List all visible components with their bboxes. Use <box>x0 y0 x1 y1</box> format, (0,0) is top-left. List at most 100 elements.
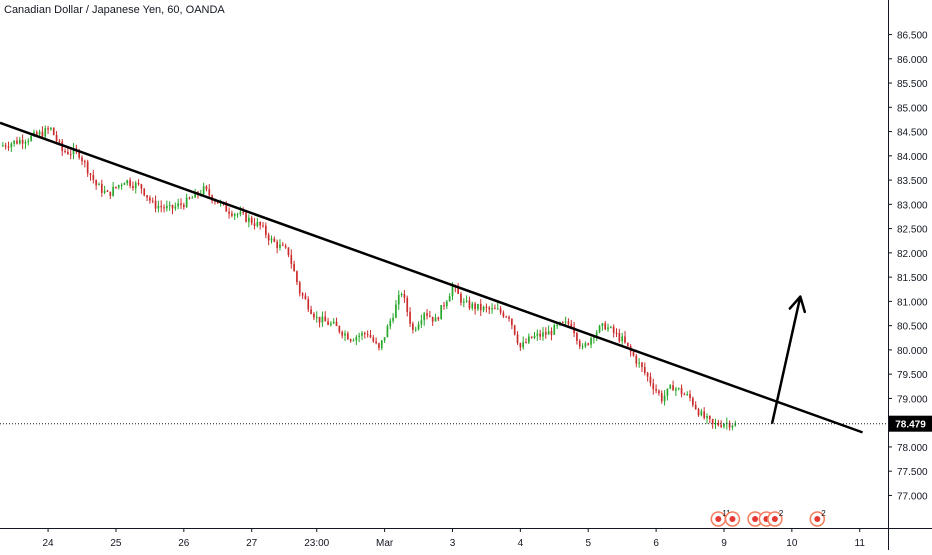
chart-title: Canadian Dollar / Japanese Yen, 60, OAND… <box>4 4 225 16</box>
candle-body <box>496 308 499 310</box>
economic-event-count: 11 <box>722 509 731 518</box>
candle-body <box>542 332 544 337</box>
candle-body <box>530 336 533 338</box>
candle-body <box>281 244 284 246</box>
candle-body <box>58 140 61 142</box>
candle-body <box>440 305 443 320</box>
candle-body <box>584 343 587 347</box>
candle-body <box>539 333 542 337</box>
candle-body <box>41 131 44 137</box>
candle-body <box>349 339 352 341</box>
candle-body <box>708 415 711 420</box>
candle-body <box>544 332 547 335</box>
candle-body <box>95 180 98 186</box>
candle-body <box>655 389 657 391</box>
candle-body <box>389 320 392 327</box>
candle-body <box>689 394 691 399</box>
candle-body <box>250 217 253 224</box>
candle-body <box>649 376 652 384</box>
candle-body <box>47 128 49 130</box>
candle-body <box>355 336 358 341</box>
candle-body <box>313 313 315 318</box>
candle-body <box>185 197 188 208</box>
candle-body <box>443 305 445 307</box>
candle-body <box>236 214 239 216</box>
economic-event-flag-icon <box>771 516 778 522</box>
x-tick-label: 25 <box>110 538 122 549</box>
y-tick-label: 85.500 <box>897 79 928 90</box>
candle-body <box>242 211 245 213</box>
candle-body <box>298 282 301 294</box>
candle-body <box>72 148 75 155</box>
candle-body <box>519 343 522 348</box>
candle-body <box>330 323 332 325</box>
candle-body <box>4 145 7 147</box>
candle-body <box>259 222 262 226</box>
candle-body <box>533 335 536 338</box>
candle-body <box>78 150 81 158</box>
candle-body <box>7 146 10 148</box>
x-tick-label: 4 <box>518 538 524 549</box>
candle-body <box>409 311 411 324</box>
candle-body <box>21 139 24 144</box>
candle-body <box>445 301 448 307</box>
candle-body <box>83 161 86 163</box>
candle-body <box>635 355 638 364</box>
candle-body <box>228 211 230 214</box>
candle-body <box>296 271 298 283</box>
candle-body <box>457 287 459 294</box>
y-tick-label: 85.000 <box>897 103 928 114</box>
candle-body <box>256 222 259 226</box>
candle-body <box>479 303 482 311</box>
candle-body <box>324 316 327 322</box>
candle-body <box>361 333 363 336</box>
candle-body <box>225 203 228 212</box>
candle-body <box>35 132 38 135</box>
x-tick-label: 5 <box>585 538 591 549</box>
candle-body <box>157 205 160 209</box>
candle-body <box>638 362 640 364</box>
candle-body <box>363 333 366 335</box>
candle-body <box>372 337 375 342</box>
x-tick-label: 24 <box>43 538 55 549</box>
candle-body <box>423 313 426 321</box>
candle-body <box>16 140 18 144</box>
candle-body <box>369 335 372 338</box>
candle-body <box>332 321 335 324</box>
candle-body <box>680 388 683 395</box>
candle-body <box>570 324 573 327</box>
candle-body <box>239 211 242 215</box>
candle-body <box>460 293 462 303</box>
x-tick-label: 26 <box>178 538 190 549</box>
candle-body <box>561 321 564 323</box>
y-tick-label: 86.500 <box>897 31 928 42</box>
candle-body <box>307 299 310 310</box>
candle-body <box>734 423 737 426</box>
candle-body <box>482 306 485 311</box>
candle-body <box>406 297 409 312</box>
candle-body <box>318 316 321 323</box>
candle-body <box>163 207 165 209</box>
candle-body <box>44 128 47 137</box>
candle-body <box>578 340 581 347</box>
candle-body <box>132 185 134 189</box>
candle-body <box>615 332 618 334</box>
candle-body <box>216 201 219 204</box>
candle-body <box>632 351 635 356</box>
candle-body <box>380 340 383 348</box>
y-tick-label: 86.000 <box>897 55 928 66</box>
candle-body <box>550 331 553 335</box>
candle-body <box>683 394 686 396</box>
candle-body <box>92 174 95 181</box>
candle-body <box>412 323 414 330</box>
candle-body <box>403 294 406 298</box>
last-price-badge <box>889 415 932 432</box>
candle-body <box>491 308 493 310</box>
economic-event-flag-icon <box>729 516 736 522</box>
projection-arrow-head <box>788 295 807 314</box>
candle-body <box>694 404 697 410</box>
economic-event-flag-icon <box>752 516 759 522</box>
candle-body <box>666 388 669 396</box>
